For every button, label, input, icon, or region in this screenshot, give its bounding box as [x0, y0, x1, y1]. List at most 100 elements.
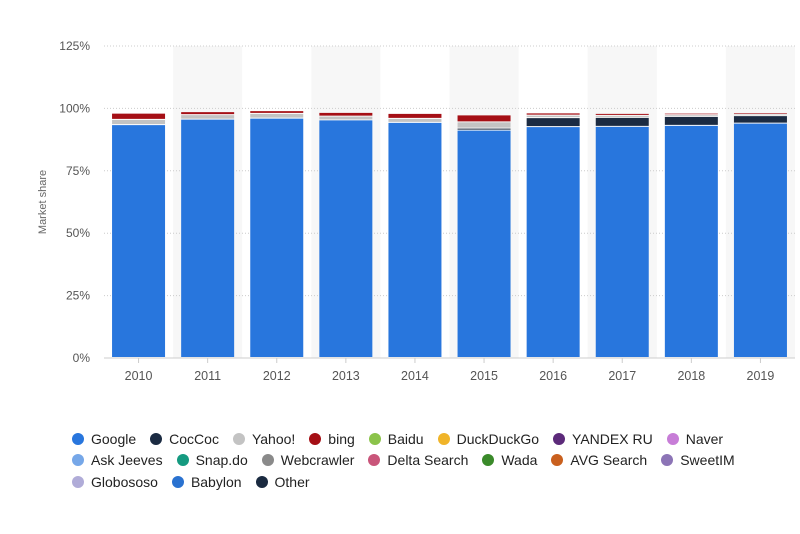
legend-marker: [72, 432, 84, 445]
legend-item[interactable]: Google: [72, 431, 136, 447]
bar-segment-google: [526, 127, 580, 358]
legend-row: Ask Jeeves Snap.do Webcrawler Delta Search W…: [72, 450, 792, 472]
legend-marker: [171, 475, 184, 488]
bar-segment-google: [595, 126, 649, 358]
bar-segment-yahoo-: [388, 118, 442, 122]
legend-item[interactable]: bing: [309, 431, 355, 447]
bar-segment-bing: [388, 113, 442, 118]
y-tick-label: 100%: [59, 101, 90, 115]
legend-marker: [661, 454, 674, 467]
legend-label: Google: [91, 430, 137, 447]
x-tick-label: 2015: [470, 369, 498, 383]
legend-label: CocCoc: [169, 430, 219, 447]
legend-label: Globososo: [91, 473, 158, 490]
legend-item[interactable]: SweetIM: [661, 452, 735, 469]
x-tick-label: 2011: [194, 369, 221, 383]
x-tick-label: 2014: [401, 369, 429, 383]
legend-label: Delta Search: [387, 452, 469, 469]
bar-segment-google: [112, 125, 166, 357]
y-axis-label: Market share: [37, 170, 49, 234]
legend-item[interactable]: Other: [255, 473, 310, 490]
y-tick-label: 0%: [73, 351, 91, 365]
bar-segment-google: [181, 119, 235, 357]
legend-label: Webcrawler: [280, 452, 355, 469]
bar-segment-google: [388, 122, 442, 357]
legend-item[interactable]: Snap.do: [176, 452, 248, 469]
bar-segment-bing: [664, 113, 718, 115]
legend-item[interactable]: AVG Search: [551, 452, 647, 468]
legend-label: SweetIM: [680, 452, 735, 469]
legend-row: Globososo Babylon Other: [72, 471, 792, 493]
legend-marker: [368, 432, 381, 445]
x-tick-label: 2013: [332, 369, 360, 383]
legend-item[interactable]: Yahoo!: [232, 430, 296, 447]
bar-segment-bing: [112, 113, 166, 119]
x-tick-label: 2019: [747, 369, 775, 383]
legend-label: Other: [274, 473, 310, 490]
legend-item[interactable]: Babylon: [171, 473, 242, 490]
legend-marker: [255, 475, 268, 488]
legend-marker: [368, 454, 381, 467]
legend-marker: [482, 454, 495, 467]
legend-item[interactable]: YANDEX RU: [553, 431, 653, 447]
x-tick-label: 2016: [539, 369, 567, 383]
legend-label: YANDEX RU: [572, 430, 653, 447]
bar-segment-yahoo-: [319, 116, 373, 120]
y-tick-label: 25%: [66, 289, 90, 303]
bar-segment-coccoc: [664, 116, 718, 125]
bar-segment-google: [319, 120, 373, 357]
legend-label: Babylon: [190, 473, 242, 490]
bar-segment-yahoo-: [250, 113, 304, 118]
bar-segment-yahoo-: [595, 115, 649, 117]
x-tick-label: 2018: [677, 369, 705, 383]
legend-row: Google CocCoc Yahoo! bing Baidu DuckDuckGo YAN…: [72, 428, 792, 450]
legend-label: AVG Search: [570, 452, 648, 469]
bar-segment-coccoc: [595, 117, 649, 126]
bar-segment-yahoo-: [733, 114, 787, 116]
legend-marker: [72, 475, 84, 488]
bar-segment-bing: [319, 112, 373, 116]
legend-marker: [553, 432, 566, 445]
legend-item[interactable]: Globososo: [72, 474, 158, 490]
bar-segment-yahoo-: [526, 115, 580, 118]
legend-item[interactable]: Ask Jeeves: [72, 452, 163, 468]
legend-label: Yahoo!: [251, 430, 296, 447]
bar-segment-bing: [733, 113, 787, 114]
legend-item[interactable]: Naver: [666, 430, 724, 447]
legend-item[interactable]: CocCoc: [150, 431, 219, 447]
legend-marker: [551, 454, 564, 467]
y-tick-label: 75%: [66, 164, 90, 178]
legend-marker: [309, 432, 322, 445]
legend-marker: [232, 432, 245, 445]
bar-segment-yahoo-: [181, 115, 235, 119]
x-tick-label: 2010: [125, 369, 153, 383]
bar-segment-coccoc: [733, 116, 787, 123]
legend-label: Ask Jeeves: [91, 452, 163, 469]
legend-marker: [261, 454, 274, 467]
legend-item[interactable]: Wada: [482, 452, 537, 468]
legend-label: Naver: [685, 430, 724, 447]
x-tick-label: 2017: [608, 369, 636, 383]
bar-segment-bing: [181, 112, 235, 115]
bar-segment-bing: [526, 113, 580, 115]
bar-segment-yahoo-: [112, 119, 166, 125]
bar-segment-coccoc: [457, 128, 511, 130]
legend-marker: [666, 432, 679, 445]
bar-segment-bing: [595, 113, 649, 115]
legend-marker: [150, 432, 163, 445]
legend-marker: [72, 454, 84, 467]
legend-item[interactable]: Baidu: [368, 431, 424, 447]
y-tick-label: 125%: [59, 39, 90, 53]
y-tick-label: 50%: [66, 226, 90, 240]
legend-label: DuckDuckGo: [456, 430, 540, 447]
bar-segment-google: [733, 123, 787, 357]
legend-label: Snap.do: [195, 452, 248, 469]
stacked-bar-chart: 0% 25% 50% 75% 100% 125% Market share 2010 2011 2…: [37, 39, 795, 383]
legend-item[interactable]: Delta Search: [368, 452, 468, 468]
legend-item[interactable]: DuckDuckGo: [437, 430, 540, 447]
bar-segment-bing: [457, 115, 511, 122]
x-tick-label: 2012: [263, 369, 291, 383]
legend-marker: [176, 454, 189, 467]
legend-item[interactable]: Webcrawler: [261, 452, 355, 469]
